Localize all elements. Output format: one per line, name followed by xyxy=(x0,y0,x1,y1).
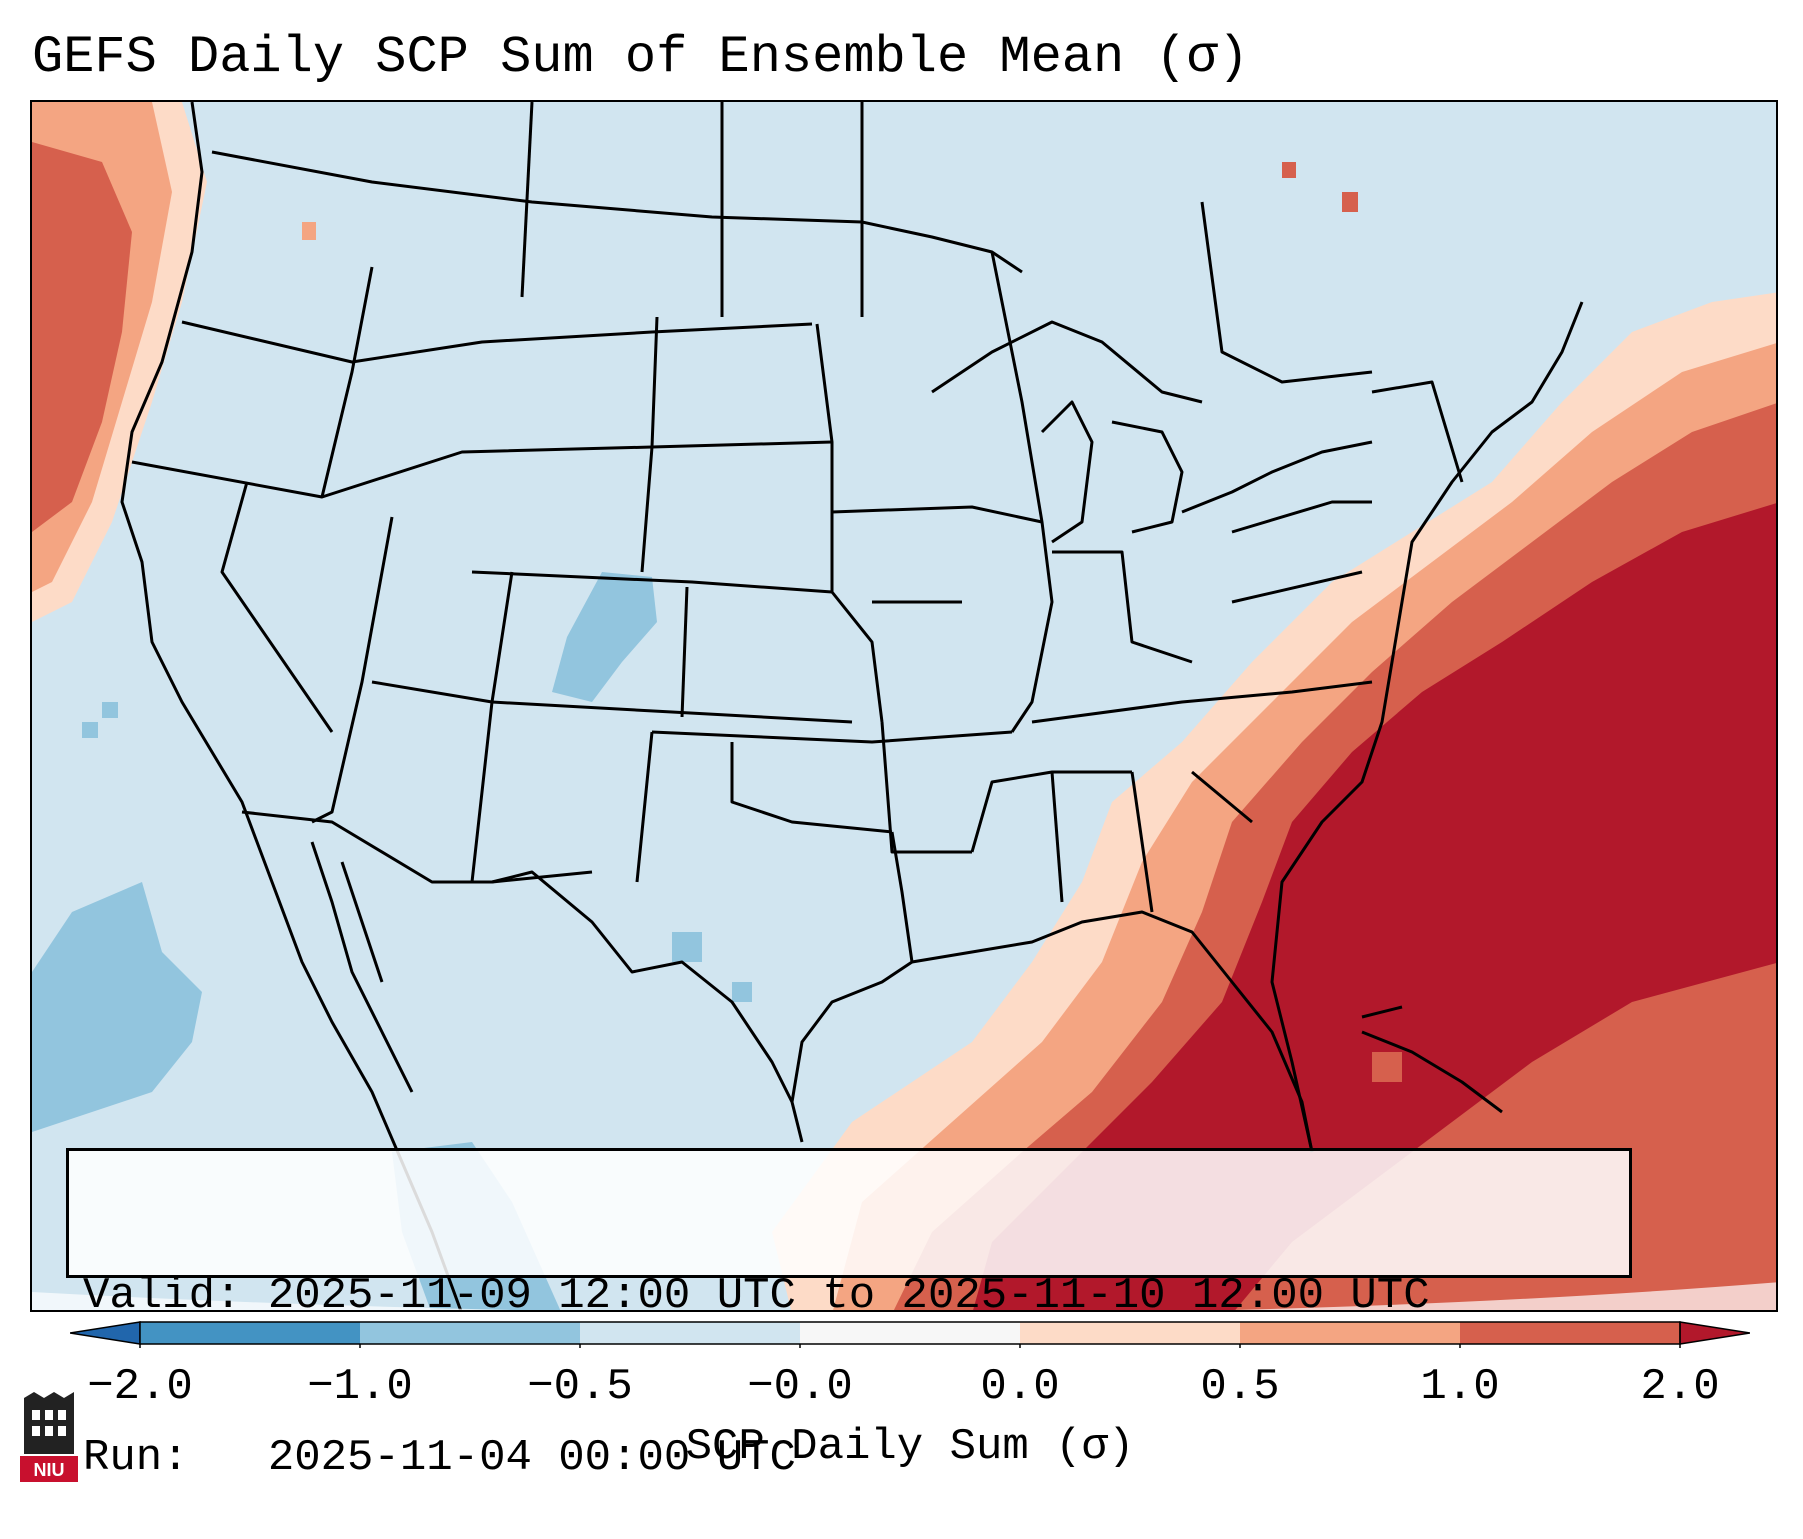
colorbar-outline xyxy=(139,1321,1681,1345)
projection-edge xyxy=(32,1282,1776,1310)
map-canvas xyxy=(32,102,1776,1310)
colorbar-tick-label: −0.5 xyxy=(527,1362,633,1412)
colorbar-bin xyxy=(580,1322,800,1344)
anomaly-southeast xyxy=(772,162,1776,1310)
colorbar xyxy=(70,1321,1750,1348)
map-panel xyxy=(30,100,1778,1312)
colorbar-bin xyxy=(1020,1322,1240,1344)
colorbar-tick-label: −0.0 xyxy=(747,1362,853,1412)
colorbar-tick-label: 0.0 xyxy=(980,1362,1060,1412)
colorbar-bin xyxy=(140,1322,360,1344)
chart-title: GEFS Daily SCP Sum of Ensemble Mean (σ) xyxy=(32,28,1249,87)
anomaly-pacific-nw xyxy=(32,102,316,622)
colorbar-tick-label: 0.5 xyxy=(1200,1362,1280,1412)
state-borders xyxy=(120,102,1584,1310)
niu-logo: NIU xyxy=(20,1392,78,1482)
colorbar-tick-label: 1.0 xyxy=(1420,1362,1500,1412)
colorbar-bin-extend-low xyxy=(70,1321,141,1345)
niu-logo-text: NIU xyxy=(34,1460,65,1480)
colorbar-bin xyxy=(1240,1322,1460,1344)
colorbar-tick-label: 2.0 xyxy=(1640,1362,1720,1412)
valid-time-box: Valid: 2025-11-09 12:00 UTC to 2025-11-1… xyxy=(66,1148,1632,1483)
colorbar-tick-label: −1.0 xyxy=(307,1362,413,1412)
colorbar-bin xyxy=(1460,1322,1680,1344)
run-time-line: Run: 2025-11-04 00:00 UTC xyxy=(83,1433,796,1483)
colorbar-bin xyxy=(360,1322,580,1344)
colorbar-tick-label: −2.0 xyxy=(87,1362,193,1412)
valid-time-line: Valid: 2025-11-09 12:00 UTC to 2025-11-1… xyxy=(83,1271,1430,1321)
colorbar-bin xyxy=(800,1322,1020,1344)
colorbar-bin-extend-high xyxy=(1679,1321,1750,1345)
colorbar-label: SCP Daily Sum (σ) xyxy=(685,1422,1135,1472)
